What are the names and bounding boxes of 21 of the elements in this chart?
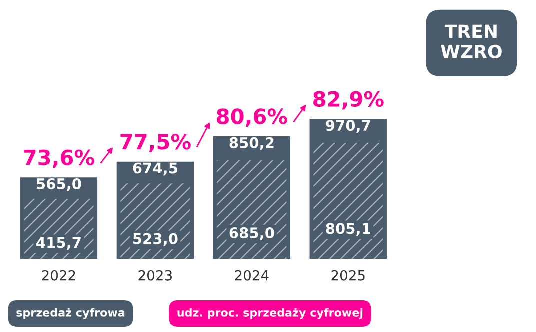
data-label: 674,5 [133,162,178,176]
x-tick-label: 2025 [332,270,365,281]
data-label: 850,2 [230,137,274,150]
data-label: 523,0 [134,233,178,246]
data-label: 970,7 [326,120,370,133]
annotation: 73,6% [24,150,94,168]
annotation: 80,6% [217,108,288,128]
data-label: 805,1 [326,223,370,236]
x-tick-label: 2023 [138,270,172,281]
text: TREN WZRO [441,24,502,59]
bar [217,160,287,259]
text: sprzedaż cyfrowa [16,308,125,320]
text: udz. proc. sprzedaży cyfrowej [178,308,363,320]
data-label: 415,7 [36,237,81,250]
bar [314,143,384,259]
text: 82,9% [314,91,384,110]
x-tick-label: 2024 [235,270,269,281]
x-tick-label: 2022 [42,270,76,281]
data-label: 685,0 [230,228,274,240]
data-label: 565,0 [37,178,82,192]
annotation: 77,5% [120,134,191,152]
